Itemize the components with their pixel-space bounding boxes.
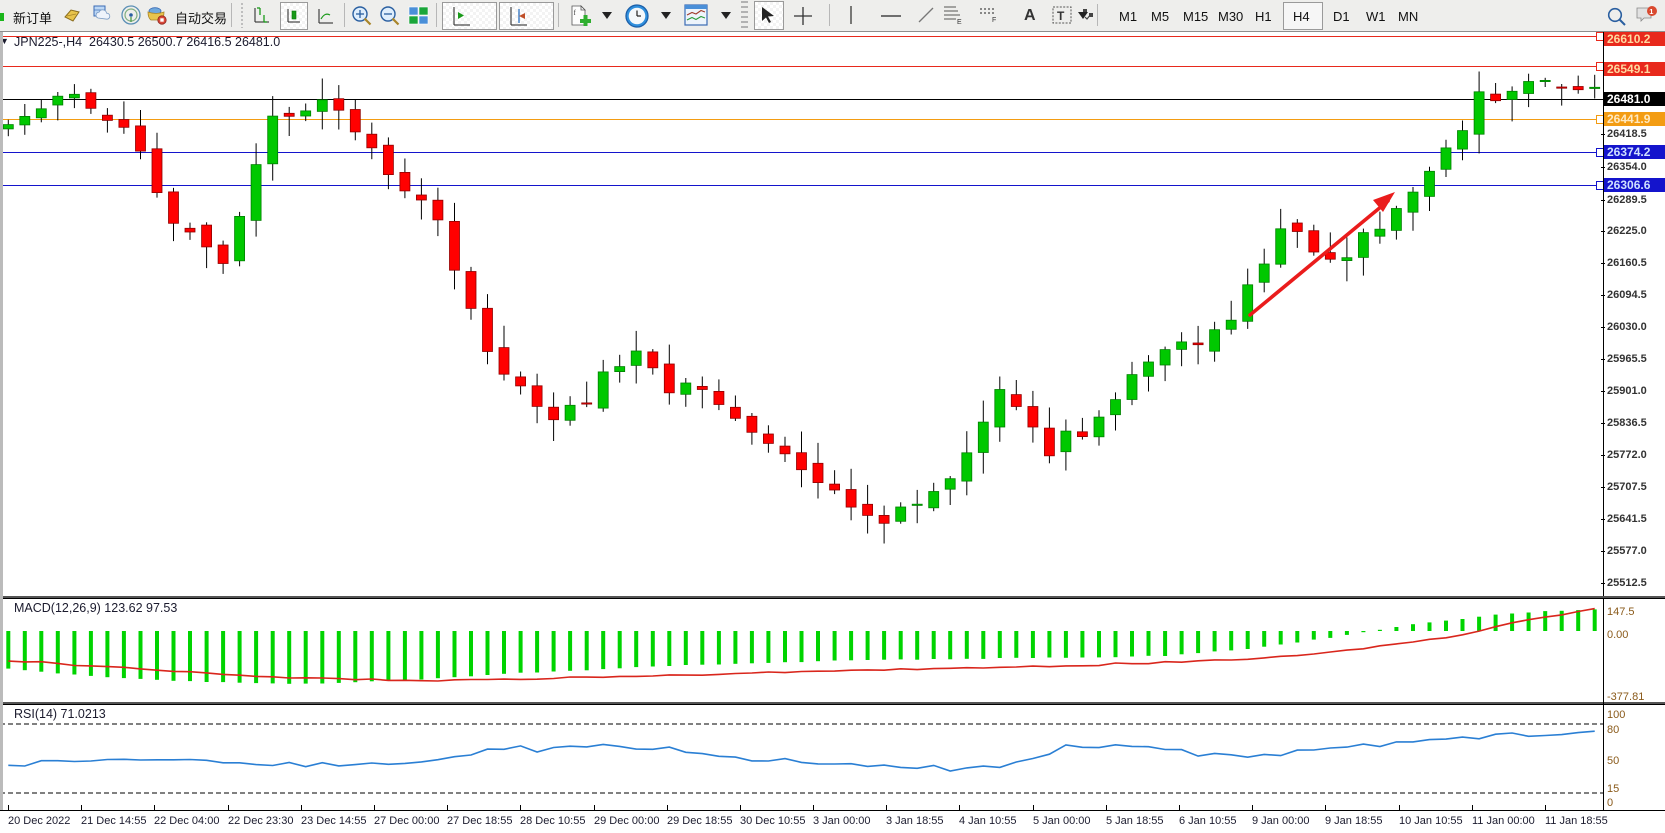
svg-text:F: F [992, 17, 996, 23]
svg-text:E: E [957, 19, 962, 25]
svg-text:1: 1 [1649, 7, 1653, 16]
svg-text:T: T [1057, 9, 1065, 23]
